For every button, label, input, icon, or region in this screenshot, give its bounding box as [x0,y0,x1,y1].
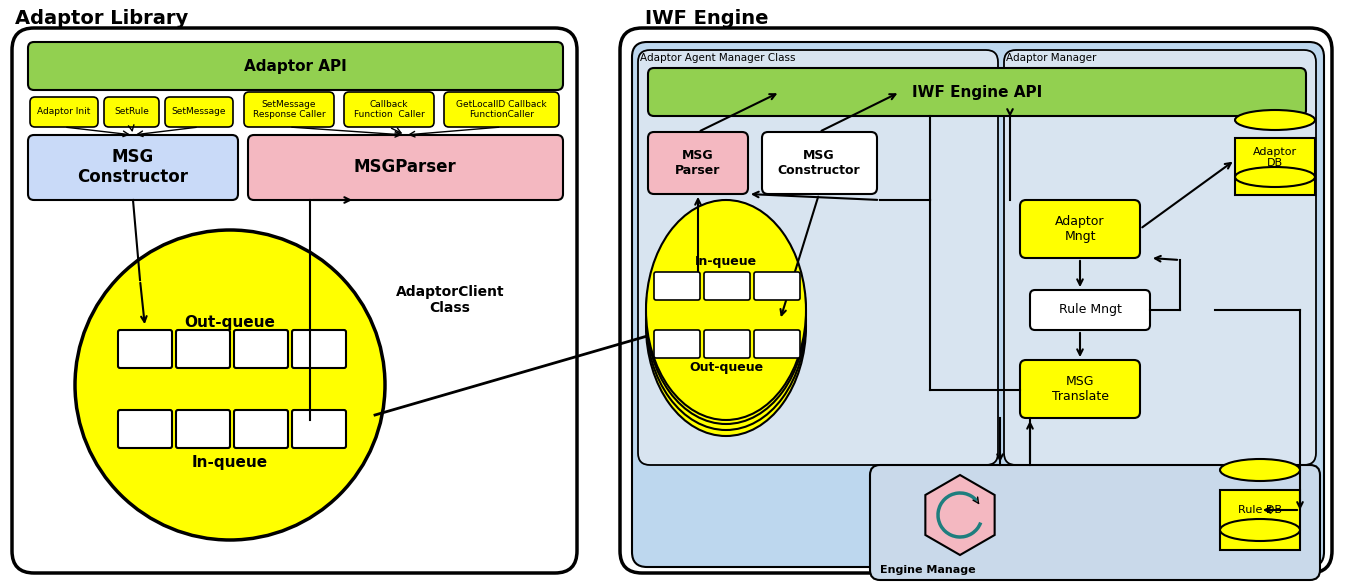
Text: Engine Manage: Engine Manage [880,565,975,575]
Text: Adaptor Init: Adaptor Init [38,108,90,116]
Text: MSGParser: MSGParser [354,158,457,176]
Text: IWF Engine API: IWF Engine API [912,84,1043,100]
Text: AdaptorClient
Class: AdaptorClient Class [396,285,504,315]
FancyBboxPatch shape [1004,50,1316,465]
FancyBboxPatch shape [164,97,233,127]
FancyBboxPatch shape [655,330,700,358]
FancyBboxPatch shape [176,410,230,448]
FancyBboxPatch shape [762,132,877,194]
Text: Adaptor
Mngt: Adaptor Mngt [1055,215,1105,243]
FancyBboxPatch shape [343,92,434,127]
FancyBboxPatch shape [176,330,230,368]
Text: SetRule: SetRule [114,108,150,116]
Text: Rule Mngt: Rule Mngt [1059,303,1122,317]
Text: IWF Engine: IWF Engine [645,9,769,27]
Circle shape [75,230,385,540]
Text: Adaptor API: Adaptor API [244,59,346,73]
Text: GetLocalID Callback
FunctionCaller: GetLocalID Callback FunctionCaller [457,100,547,119]
FancyBboxPatch shape [648,68,1307,116]
Text: In-queue: In-queue [695,255,757,268]
FancyBboxPatch shape [119,410,172,448]
FancyBboxPatch shape [234,330,288,368]
Text: Out-queue: Out-queue [185,315,275,331]
FancyBboxPatch shape [292,330,346,368]
FancyBboxPatch shape [648,132,748,194]
FancyBboxPatch shape [1020,200,1140,258]
Ellipse shape [647,204,806,424]
FancyBboxPatch shape [104,97,159,127]
Ellipse shape [1235,167,1315,187]
FancyBboxPatch shape [292,410,346,448]
FancyBboxPatch shape [1020,360,1140,418]
FancyBboxPatch shape [704,272,750,300]
FancyBboxPatch shape [754,272,800,300]
Ellipse shape [647,216,806,436]
Text: Callback
Function  Caller: Callback Function Caller [354,100,424,119]
Text: Out-queue: Out-queue [688,361,762,374]
Text: MSG
Translate: MSG Translate [1052,375,1109,403]
Ellipse shape [1220,459,1300,481]
Ellipse shape [1220,519,1300,541]
FancyBboxPatch shape [28,42,563,90]
Text: Rule DB: Rule DB [1238,505,1282,515]
FancyBboxPatch shape [632,42,1324,567]
Text: MSG
Constructor: MSG Constructor [78,148,189,186]
FancyBboxPatch shape [248,135,563,200]
Text: In-queue: In-queue [191,456,268,470]
FancyBboxPatch shape [754,330,800,358]
FancyBboxPatch shape [870,465,1320,580]
FancyBboxPatch shape [12,28,577,573]
Text: SetMessage
Response Caller: SetMessage Response Caller [253,100,326,119]
Text: MSG
Parser: MSG Parser [675,149,721,177]
FancyBboxPatch shape [234,410,288,448]
Ellipse shape [1235,110,1315,130]
FancyBboxPatch shape [28,135,238,200]
Text: Adaptor Manager: Adaptor Manager [1006,53,1096,63]
FancyBboxPatch shape [244,92,334,127]
Text: SetMessage: SetMessage [172,108,226,116]
Text: Adaptor
DB: Adaptor DB [1253,147,1297,168]
Bar [1235,138,1315,195]
FancyBboxPatch shape [1030,290,1150,330]
FancyBboxPatch shape [704,330,750,358]
FancyBboxPatch shape [445,92,559,127]
Text: MSG
Constructor: MSG Constructor [777,149,861,177]
FancyBboxPatch shape [638,50,998,465]
Text: Adaptor Library: Adaptor Library [15,9,189,27]
Ellipse shape [647,210,806,430]
FancyBboxPatch shape [620,28,1332,573]
Ellipse shape [647,200,806,420]
Text: Adaptor Agent Manager Class: Adaptor Agent Manager Class [640,53,796,63]
FancyBboxPatch shape [655,272,700,300]
Bar [1220,490,1300,550]
Polygon shape [925,475,994,555]
FancyBboxPatch shape [119,330,172,368]
FancyBboxPatch shape [30,97,98,127]
